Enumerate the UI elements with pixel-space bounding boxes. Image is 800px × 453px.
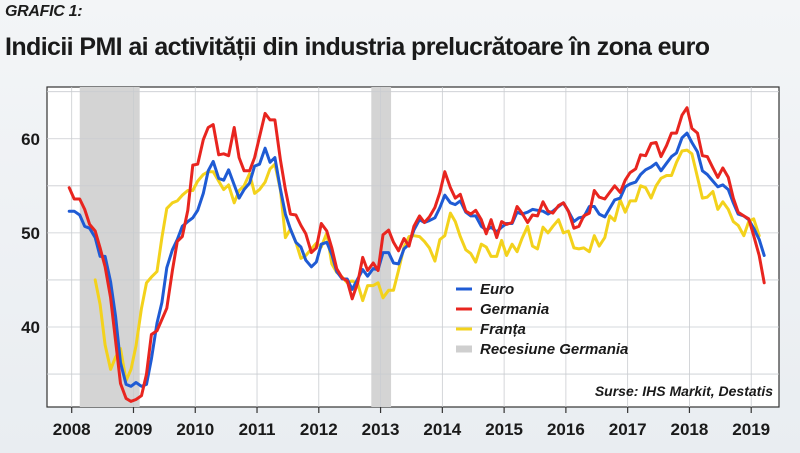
- y-axis-ticks: 40 50 60: [21, 130, 40, 337]
- x-tick-label: 2015: [485, 420, 523, 439]
- legend-label: Germania: [480, 301, 549, 318]
- series-line-franta: [93, 148, 761, 383]
- y-tick-label: 40: [21, 318, 40, 337]
- legend-label: Recesiune Germania: [480, 341, 628, 358]
- plot-area: [46, 86, 780, 408]
- y-tick-label: 60: [21, 130, 40, 149]
- x-tick-label: 2013: [362, 420, 400, 439]
- x-tick-label: 2018: [671, 420, 709, 439]
- x-tick-label: 2011: [239, 420, 276, 439]
- y-tick-label: 50: [21, 224, 40, 243]
- recession-band: [79, 87, 140, 407]
- x-tick-label: 2008: [53, 420, 91, 439]
- x-tick-label: 2012: [300, 420, 338, 439]
- chart-title: Indicii PMI ai activității din industria…: [5, 33, 710, 61]
- x-tick-label: 2010: [176, 420, 214, 439]
- x-tick-label: 2019: [732, 420, 770, 439]
- series-lines: [67, 106, 766, 403]
- legend: Euro Germania Franța Recesiune Germania: [456, 281, 628, 358]
- x-tick-label: 2014: [423, 420, 461, 439]
- series-line-germania: [67, 106, 766, 403]
- x-axis-ticks: 2008 2009 2010 2011 2012 2013 2014 2015 2016 2017…: [53, 407, 770, 439]
- x-tick-label: 2009: [115, 420, 153, 439]
- x-tick-label: 2016: [547, 420, 585, 439]
- legend-label: Franța: [480, 321, 526, 338]
- figure-label: GRAFIC 1:: [5, 3, 83, 20]
- legend-label: Euro: [480, 281, 514, 298]
- source-note: Surse: IHS Markit, Destatis: [595, 383, 773, 399]
- x-tick-label: 2017: [609, 420, 647, 439]
